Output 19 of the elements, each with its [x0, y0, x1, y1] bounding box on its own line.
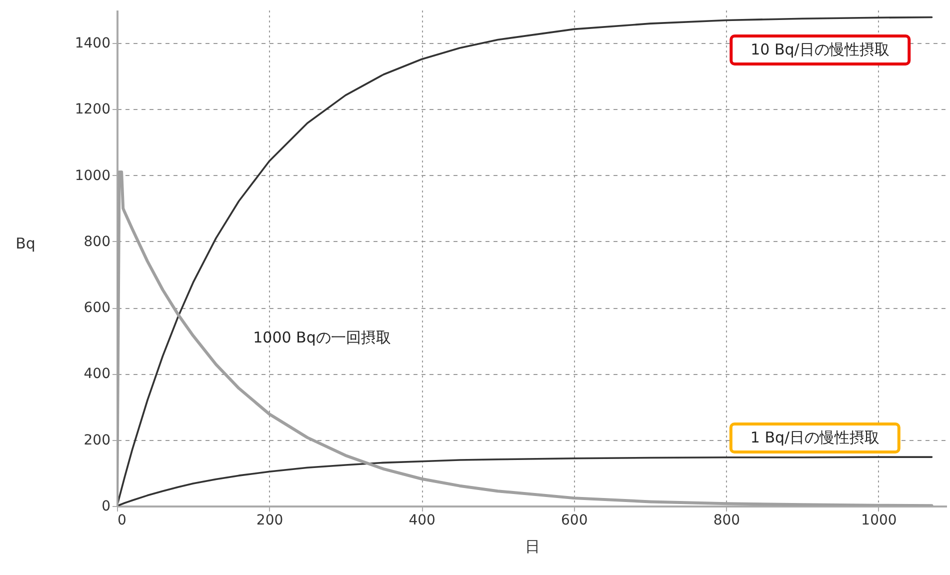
- x-tick-label: 800: [713, 512, 740, 528]
- y-tick-label: 400: [84, 366, 110, 382]
- y-tick-label: 1000: [74, 168, 110, 184]
- x-tick-label: 400: [408, 512, 436, 528]
- y-tick-label: 600: [84, 300, 110, 316]
- x-axis-title: 日: [525, 538, 540, 556]
- y-tick-label: 1400: [74, 36, 110, 52]
- x-tick-label: 600: [561, 512, 588, 528]
- x-tick-label: 1000: [861, 512, 897, 528]
- highlight-box: 10 Bq/日の慢性摂取: [730, 34, 910, 66]
- y-tick-label: 0: [102, 498, 110, 514]
- highlight-box: 1 Bq/日の慢性摂取: [729, 422, 901, 454]
- text: 1000 Bqの一回摂取: [252, 328, 392, 348]
- y-axis-title: Bq: [16, 234, 36, 252]
- y-tick-label: 1200: [74, 102, 110, 118]
- y-tick-label: 200: [84, 432, 110, 448]
- y-tick-label: 800: [84, 234, 110, 250]
- x-tick-label: 200: [256, 512, 284, 528]
- x-tick-label: 0: [118, 512, 126, 528]
